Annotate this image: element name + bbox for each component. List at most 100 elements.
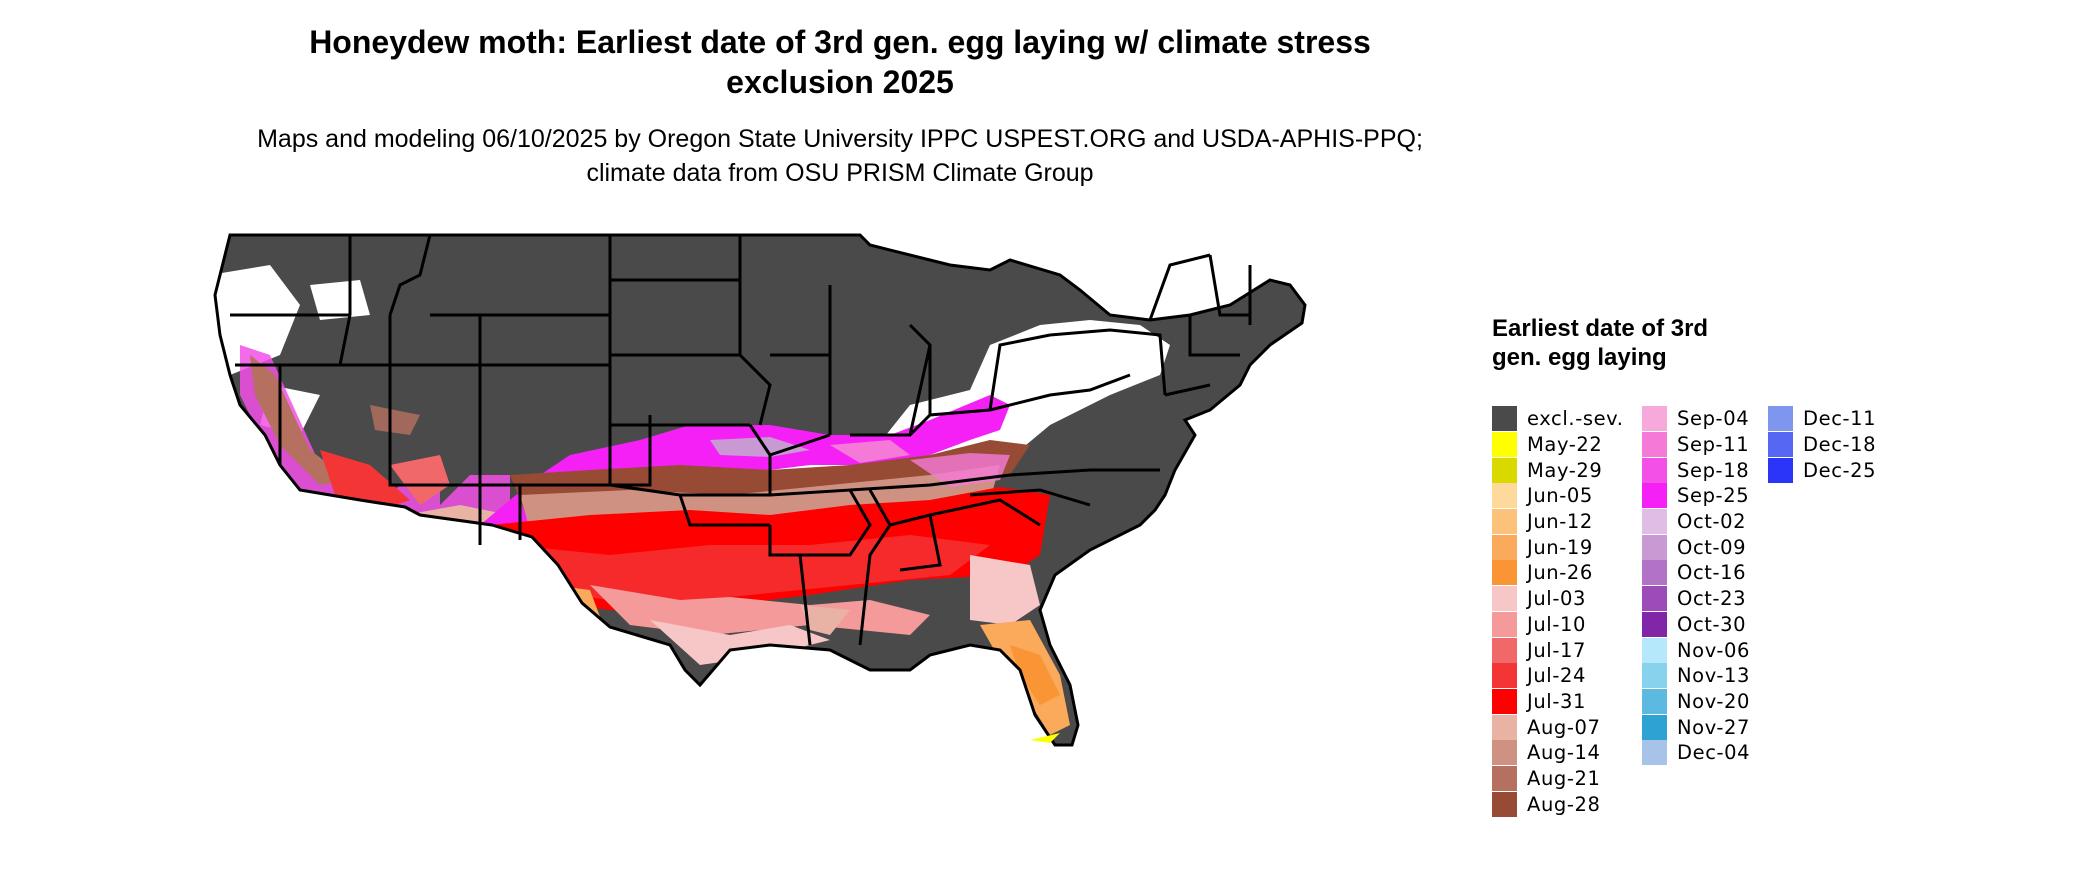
us-map [213,233,1307,747]
legend-label: Sep-11 [1677,433,1750,457]
legend-item: Jul-31 [1492,688,1624,715]
legend-label: Jun-12 [1527,510,1593,534]
legend-column: excl.-sev. May-22 May-29 Jun-05 Jun-12 Jun-19… [1492,406,1624,817]
legend-column: Dec-11 Dec-18 Dec-25 [1768,406,1876,483]
legend-label: Nov-06 [1677,638,1750,662]
legend-swatch [1492,740,1517,766]
legend-label: May-29 [1527,458,1603,482]
legend-item: Dec-11 [1768,406,1876,432]
legend-item: Aug-07 [1492,714,1624,740]
legend-item: Aug-28 [1492,791,1624,817]
legend-swatch [1642,637,1667,663]
legend-swatch [1492,765,1517,791]
legend-label: Aug-07 [1527,715,1601,739]
legend-title: Earliest date of 3rd gen. egg laying [1492,315,1709,371]
legend-item: Jul-10 [1492,611,1624,638]
legend-label: May-22 [1527,433,1603,457]
legend-swatch [1642,688,1667,714]
legend-label: Dec-25 [1803,458,1877,482]
legend-swatch [1642,586,1667,612]
legend-item: Oct-30 [1642,611,1750,638]
legend-item: Sep-25 [1642,483,1750,509]
legend-label: Jul-10 [1527,612,1586,636]
legend-swatch [1642,740,1667,766]
legend-item: Jul-03 [1492,586,1624,612]
legend-label: Jul-03 [1527,587,1586,611]
legend-swatch [1492,586,1517,612]
legend-item: Jun-26 [1492,560,1624,586]
legend-label: Oct-16 [1677,561,1747,585]
legend-item: Aug-14 [1492,740,1624,766]
legend-swatch [1642,560,1667,586]
legend-item: Aug-21 [1492,765,1624,792]
legend-label: Jul-24 [1527,664,1586,688]
legend-label: Sep-18 [1677,458,1750,482]
legend-label: Oct-09 [1677,535,1747,559]
legend-swatch [1642,611,1667,637]
legend-swatch [1492,611,1517,637]
legend-item: Dec-18 [1768,432,1876,458]
legend-label: Oct-23 [1677,587,1747,611]
legend-swatch [1768,432,1793,458]
legend-item: Oct-23 [1642,586,1750,612]
legend-item: May-29 [1492,457,1624,483]
legend-label: Nov-27 [1677,715,1750,739]
legend-item: Sep-18 [1642,457,1750,483]
legend-swatch [1642,509,1667,535]
legend-label: Jul-17 [1527,638,1586,662]
legend-swatch [1492,457,1517,483]
legend-swatch [1492,663,1517,689]
legend-swatch [1492,432,1517,458]
legend-label: Dec-18 [1803,433,1877,457]
legend-swatch [1492,534,1517,560]
legend-label: Jun-26 [1527,561,1593,585]
legend-label: Jul-31 [1527,689,1586,713]
legend-swatch [1642,483,1667,509]
legend-label: Sep-04 [1677,407,1750,431]
legend-label: Nov-13 [1677,664,1750,688]
legend-item: Sep-04 [1642,406,1750,432]
legend-item: Dec-04 [1642,740,1750,766]
legend-swatch [1768,457,1793,483]
legend-label: Aug-14 [1527,741,1601,765]
map-subtitle: Maps and modeling 06/10/2025 by Oregon S… [257,125,1423,187]
legend-label: Dec-04 [1677,741,1751,765]
legend-label: Aug-28 [1527,792,1601,816]
legend-swatch [1492,688,1517,714]
map-title: Honeydew moth: Earliest date of 3rd gen.… [309,24,1371,100]
legend-label: excl.-sev. [1527,407,1624,431]
legend-item: Oct-02 [1642,509,1750,535]
legend-label: Nov-20 [1677,689,1750,713]
legend-item: Jul-17 [1492,637,1624,663]
legend-item: Jul-24 [1492,663,1624,689]
legend-item: Jun-05 [1492,483,1624,509]
legend-swatch [1492,406,1517,432]
legend-item: Nov-13 [1642,663,1750,689]
legend-item: Jun-12 [1492,509,1624,535]
legend-label: Jun-19 [1527,535,1593,559]
legend-swatch [1492,714,1517,740]
legend-label: Oct-02 [1677,510,1747,534]
legend-swatch [1492,637,1517,663]
legend-item: Sep-11 [1642,432,1750,458]
legend-item: Nov-27 [1642,714,1750,740]
legend-swatch [1492,560,1517,586]
legend-swatch [1642,406,1667,432]
legend-item: May-22 [1492,432,1624,458]
legend-label: Jun-05 [1527,484,1593,508]
legend-item: Dec-25 [1768,457,1876,483]
legend-label: Sep-25 [1677,484,1750,508]
legend-swatch [1642,534,1667,560]
legend-swatch [1642,714,1667,740]
legend-swatch [1768,406,1793,432]
legend-swatch [1642,432,1667,458]
legend-label: Oct-30 [1677,612,1747,636]
legend-item: Nov-20 [1642,688,1750,715]
legend-swatch [1642,457,1667,483]
legend-swatch [1492,509,1517,535]
legend-column: Sep-04 Sep-11 Sep-18 Sep-25 Oct-02 Oct-09 Oct-… [1642,406,1750,766]
legend-label: Dec-11 [1803,407,1877,431]
legend-swatch [1642,663,1667,689]
legend-item: Nov-06 [1642,637,1750,663]
legend-item: Jun-19 [1492,534,1624,560]
